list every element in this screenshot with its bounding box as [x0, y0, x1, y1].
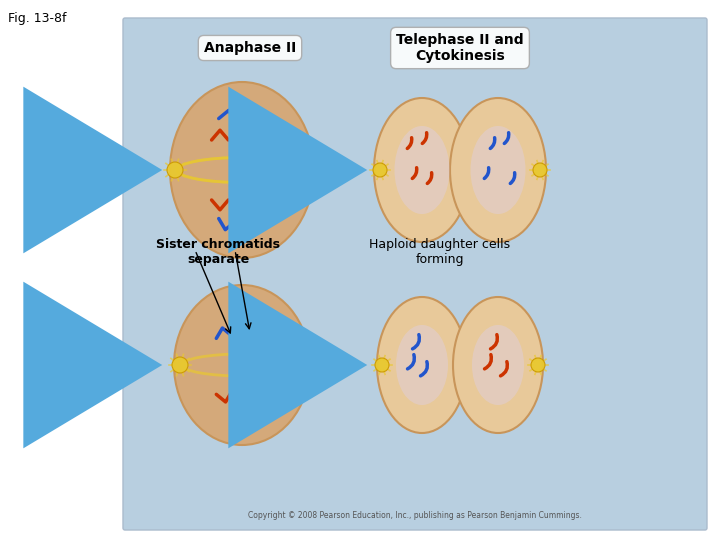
Ellipse shape	[170, 82, 314, 258]
FancyBboxPatch shape	[123, 18, 707, 530]
Ellipse shape	[533, 163, 547, 177]
Ellipse shape	[375, 358, 389, 372]
Ellipse shape	[377, 297, 467, 433]
Text: Telephase II and
Cytokinesis: Telephase II and Cytokinesis	[396, 33, 524, 63]
Text: Haploid daughter cells
forming: Haploid daughter cells forming	[369, 238, 510, 266]
Text: Fig. 13-8f: Fig. 13-8f	[8, 12, 66, 25]
Text: Sister chromatids
separate: Sister chromatids separate	[156, 238, 280, 266]
Ellipse shape	[172, 357, 188, 373]
Ellipse shape	[296, 357, 312, 373]
Ellipse shape	[395, 126, 449, 214]
Ellipse shape	[470, 126, 526, 214]
Ellipse shape	[531, 358, 545, 372]
Ellipse shape	[167, 162, 183, 178]
Text: Anaphase II: Anaphase II	[204, 41, 296, 55]
Ellipse shape	[374, 98, 470, 242]
Ellipse shape	[472, 325, 524, 405]
Ellipse shape	[301, 162, 317, 178]
Text: Copyright © 2008 Pearson Education, Inc., publishing as Pearson Benjamin Cumming: Copyright © 2008 Pearson Education, Inc.…	[248, 511, 582, 520]
Ellipse shape	[396, 325, 448, 405]
Ellipse shape	[174, 285, 310, 445]
Ellipse shape	[450, 98, 546, 242]
Ellipse shape	[453, 297, 543, 433]
Ellipse shape	[373, 163, 387, 177]
